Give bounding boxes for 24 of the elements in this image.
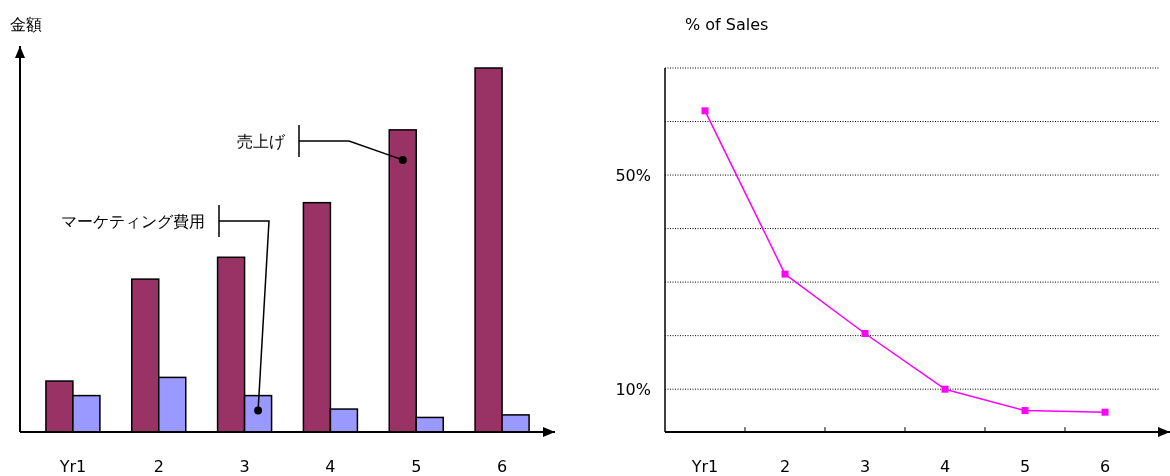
x-tick-label: 6 [496,457,508,476]
x-tick-label: 5 [1019,457,1031,476]
point [1021,407,1029,415]
x-tick-label: 3 [239,457,250,476]
legend-label: マーケティング費用 [61,212,205,231]
point [861,330,869,338]
x-tick-label: 4 [939,457,951,476]
y-tick-label: 10% [615,380,651,400]
x-tick-label: 5 [411,457,422,476]
point [781,270,789,278]
y-tick-label: 50% [615,166,651,186]
chart-title: % of Sales [685,15,769,34]
x-tick-label: 4 [325,457,336,476]
y-axis-title: 金額 [10,15,42,34]
point [701,107,709,115]
x-tick-label: 3 [859,457,871,476]
x-tick-label: 2 [153,457,164,476]
legend-label: 売上げ [237,132,286,151]
x-tick-label: Yr1 [58,457,87,476]
x-tick-label: Yr1 [690,457,719,476]
x-tick-label: 6 [1099,457,1111,476]
point [1101,408,1109,416]
x-tick-label: 2 [779,457,791,476]
point [941,385,949,393]
